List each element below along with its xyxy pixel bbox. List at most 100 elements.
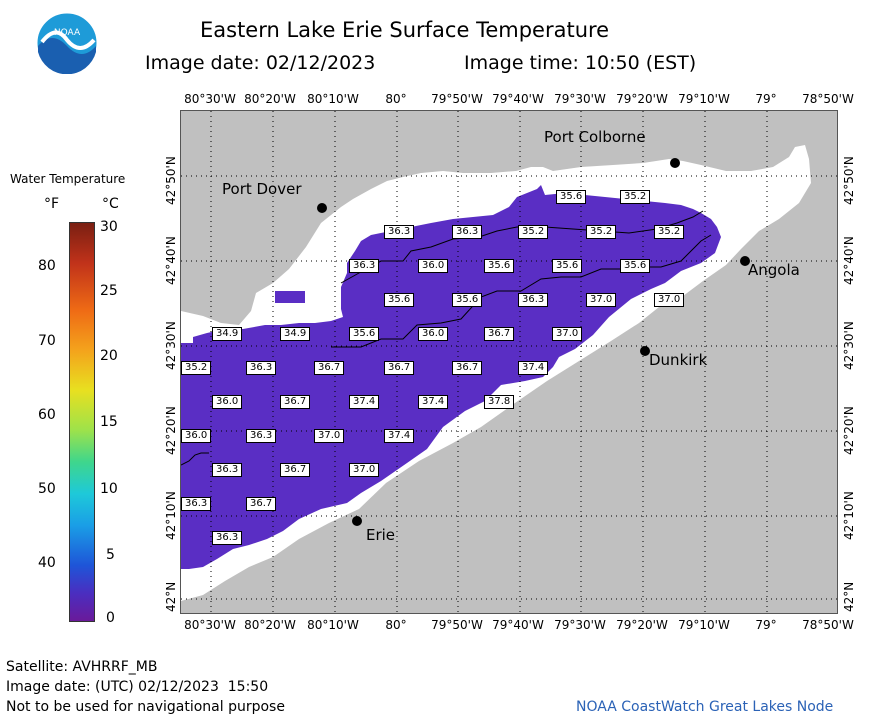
city-marker-port-dover <box>317 203 327 213</box>
lat-label: 42°40'N <box>164 236 178 285</box>
temp-label: 37.0 <box>552 327 583 341</box>
temp-label: 34.9 <box>212 327 243 341</box>
lon-label: 79°20'W <box>616 92 668 106</box>
temp-label: 36.0 <box>418 259 449 273</box>
temp-label: 36.0 <box>418 327 449 341</box>
temp-label: 36.7 <box>314 361 345 375</box>
noaa-logo: NOAA <box>36 12 98 75</box>
temp-label: 35.2 <box>181 361 212 375</box>
temp-label: 37.4 <box>384 429 415 443</box>
lon-label: 80°30'W <box>184 618 236 632</box>
temp-label: 36.3 <box>384 225 415 239</box>
map-svg <box>181 111 837 613</box>
lon-label: 79°10'W <box>678 618 730 632</box>
lon-label: 79°40'W <box>492 618 544 632</box>
lat-label: 42°10'N <box>842 491 856 540</box>
lon-label: 80°20'W <box>244 92 296 106</box>
legend-tick-f: 40 <box>38 555 56 571</box>
lon-label: 80° <box>385 618 407 632</box>
lat-label: 42°20'N <box>164 406 178 455</box>
lon-label: 79°50'W <box>431 618 483 632</box>
lon-label: 80°10'W <box>307 618 359 632</box>
temp-label: 36.3 <box>246 361 277 375</box>
temp-label: 36.3 <box>452 225 483 239</box>
temp-label: 35.2 <box>586 225 617 239</box>
water-temperature-region <box>181 185 721 569</box>
city-label-erie: Erie <box>366 526 396 544</box>
lon-label: 78°50'W <box>802 618 854 632</box>
legend-tick-f: 60 <box>38 407 56 423</box>
temp-label: 35.2 <box>620 190 651 204</box>
legend-tick-c: 20 <box>100 348 118 364</box>
credit-text: NOAA CoastWatch Great Lakes Node <box>576 699 834 715</box>
lon-label: 79°30'W <box>554 92 606 106</box>
city-label-angola: Angola <box>748 261 800 279</box>
lon-label: 78°50'W <box>802 92 854 106</box>
lat-label: 42°10'N <box>164 491 178 540</box>
temp-label: 36.7 <box>484 327 515 341</box>
city-label-port-dover: Port Dover <box>222 180 302 198</box>
city-label-port-colborne: Port Colborne <box>544 128 646 146</box>
temp-label: 36.7 <box>280 463 311 477</box>
legend-title: Water Temperature <box>10 172 126 186</box>
legend-tick-c: 0 <box>106 610 115 626</box>
temp-label: 37.0 <box>654 293 685 307</box>
temp-label: 37.0 <box>349 463 380 477</box>
map-panel <box>180 110 838 614</box>
legend-tick-c: 30 <box>100 219 118 235</box>
temp-label: 36.0 <box>181 429 212 443</box>
logo-text: NOAA <box>54 28 81 38</box>
legend-tick-c: 5 <box>106 547 115 563</box>
temp-label: 35.6 <box>552 259 583 273</box>
temp-label: 35.6 <box>484 259 515 273</box>
temp-label: 37.4 <box>418 395 449 409</box>
legend-unit-f: °F <box>44 196 60 212</box>
city-marker-dunkirk <box>640 346 650 356</box>
temp-label: 35.6 <box>556 190 587 204</box>
lon-label: 80° <box>385 92 407 106</box>
city-marker-erie <box>352 516 362 526</box>
lat-label: 42°N <box>842 581 856 612</box>
temp-label: 37.4 <box>518 361 549 375</box>
temp-label: 36.3 <box>349 259 380 273</box>
lon-label: 79°50'W <box>431 92 483 106</box>
temperature-color-bar <box>69 222 95 622</box>
navigation-disclaimer: Not to be used for navigational purpose <box>6 699 285 715</box>
temp-label: 36.7 <box>280 395 311 409</box>
temp-label: 35.2 <box>654 225 685 239</box>
lat-label: 42°30'N <box>164 321 178 370</box>
legend-unit-c: °C <box>102 196 119 212</box>
lat-label: 42°40'N <box>842 236 856 285</box>
contour-line <box>331 234 712 348</box>
lon-label: 80°10'W <box>307 92 359 106</box>
legend-tick-f: 80 <box>38 258 56 274</box>
temp-label: 35.6 <box>384 293 415 307</box>
temp-label: 36.3 <box>181 497 212 511</box>
temp-label: 35.6 <box>620 259 651 273</box>
lon-label: 79°30'W <box>554 618 606 632</box>
city-label-dunkirk: Dunkirk <box>649 351 708 369</box>
city-marker-angola <box>740 256 750 266</box>
temp-label: 36.7 <box>246 497 277 511</box>
lon-label: 80°20'W <box>244 618 296 632</box>
map-title: Eastern Lake Erie Surface Temperature <box>200 18 610 42</box>
legend-tick-c: 15 <box>100 414 118 430</box>
lat-label: 42°N <box>164 581 178 612</box>
lon-label: 79° <box>755 618 777 632</box>
temp-label: 34.9 <box>280 327 311 341</box>
city-marker-port-colborne <box>670 158 680 168</box>
image-date: Image date: 02/12/2023 <box>145 52 376 74</box>
temp-label: 35.2 <box>518 225 549 239</box>
temp-label: 37.4 <box>349 395 380 409</box>
temp-label: 36.3 <box>246 429 277 443</box>
temp-label: 36.7 <box>452 361 483 375</box>
lon-label: 79°20'W <box>616 618 668 632</box>
temp-label: 37.8 <box>484 395 515 409</box>
temp-label: 37.0 <box>586 293 617 307</box>
temp-label: 35.6 <box>452 293 483 307</box>
temp-label: 36.0 <box>212 395 243 409</box>
temp-label: 36.3 <box>212 463 243 477</box>
satellite-info: Satellite: AVHRRF_MB <box>6 659 158 675</box>
temp-label: 36.3 <box>518 293 549 307</box>
lat-label: 42°50'N <box>164 156 178 205</box>
